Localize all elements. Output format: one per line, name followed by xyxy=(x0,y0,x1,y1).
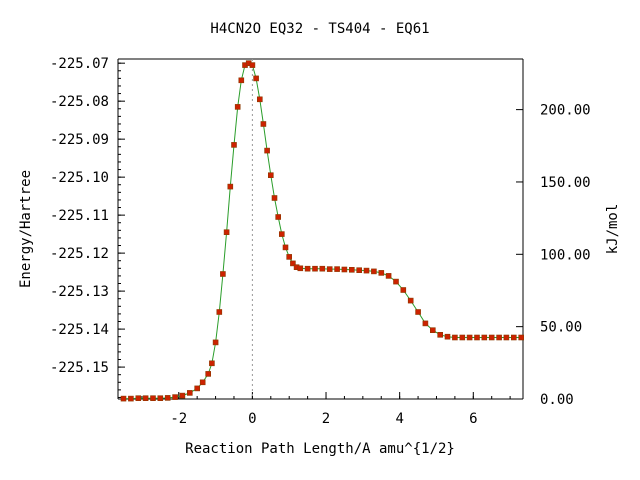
data-point-marker xyxy=(400,287,407,293)
data-point-marker xyxy=(179,392,186,399)
data-point-marker xyxy=(510,334,517,341)
data-point-marker xyxy=(267,172,274,178)
y-left-tick-label: -225.10 xyxy=(50,170,109,186)
data-point-marker xyxy=(481,334,488,341)
data-point-marker xyxy=(278,231,285,237)
data-point-marker xyxy=(422,320,429,327)
data-point-marker xyxy=(297,265,304,272)
data-point-marker xyxy=(253,75,259,82)
data-point-marker xyxy=(378,270,385,276)
data-point-marker xyxy=(212,339,219,346)
data-point-marker xyxy=(142,395,149,402)
data-point-marker xyxy=(209,360,215,367)
data-point-marker xyxy=(407,297,414,304)
y-right-tick-label: 50.00 xyxy=(540,320,582,336)
data-point-marker xyxy=(459,334,466,341)
data-point-marker xyxy=(128,395,134,402)
y-left-tick-label: -225.08 xyxy=(50,94,109,110)
y-right-tick-label: 200.00 xyxy=(540,103,591,119)
data-point-marker xyxy=(312,265,318,272)
data-point-marker xyxy=(371,268,377,275)
y-left-tick-label: -225.13 xyxy=(50,284,109,300)
data-point-marker xyxy=(415,309,421,315)
y-left-tick-label: -225.14 xyxy=(50,322,109,338)
data-point-marker xyxy=(256,96,263,103)
data-point-marker xyxy=(503,334,510,341)
data-point-marker xyxy=(356,267,363,274)
y-right-tick-label: 150.00 xyxy=(540,175,591,191)
y-left-tick-label: -225.12 xyxy=(50,246,109,262)
data-point-marker xyxy=(234,104,241,110)
x-tick-label: -2 xyxy=(170,411,187,427)
y-axis-label-left: Energy/Hartree xyxy=(18,170,34,288)
y-left-tick-label: -225.07 xyxy=(50,56,109,72)
data-point-marker xyxy=(286,254,293,260)
data-point-marker xyxy=(120,395,127,402)
data-point-marker xyxy=(282,244,289,251)
data-point-marker xyxy=(496,334,502,341)
y-left-tick-label: -225.15 xyxy=(50,360,109,376)
data-point-marker xyxy=(157,395,164,402)
data-point-marker xyxy=(385,273,392,279)
data-point-marker xyxy=(429,327,436,334)
data-point-marker xyxy=(341,266,348,273)
data-point-marker xyxy=(194,385,200,392)
data-point-marker xyxy=(223,229,230,235)
chart-title: H4CN2O EQ32 - TS404 - EQ61 xyxy=(210,21,429,37)
data-point-marker xyxy=(290,260,296,267)
data-point-marker xyxy=(326,266,333,272)
x-tick-label: 6 xyxy=(469,411,477,427)
data-point-marker xyxy=(437,331,444,338)
data-point-marker xyxy=(172,394,178,400)
x-tick-label: 0 xyxy=(248,411,256,427)
data-point-marker xyxy=(271,195,278,201)
data-point-marker xyxy=(135,395,142,402)
data-point-marker xyxy=(334,266,340,272)
data-point-marker xyxy=(363,267,370,274)
data-point-marker xyxy=(220,271,226,277)
data-point-marker xyxy=(304,265,311,272)
data-point-marker xyxy=(348,266,355,273)
data-point-marker xyxy=(260,121,267,127)
data-point-marker xyxy=(238,77,245,84)
data-point-marker xyxy=(231,142,237,148)
data-point-marker xyxy=(227,183,234,190)
data-point-marker xyxy=(319,265,326,272)
data-point-marker xyxy=(444,333,451,340)
y-left-tick-label: -225.09 xyxy=(50,132,109,148)
x-axis-label: Reaction Path Length/A amu^{1/2} xyxy=(185,441,455,457)
y-right-tick-label: 0.00 xyxy=(540,392,574,408)
data-point-marker xyxy=(216,309,223,315)
x-tick-label: 2 xyxy=(322,411,330,427)
data-point-marker xyxy=(518,334,525,341)
data-point-marker xyxy=(164,395,171,401)
data-point-marker xyxy=(466,334,473,341)
data-point-marker xyxy=(474,334,480,341)
data-point-marker xyxy=(275,214,282,220)
data-point-marker xyxy=(488,334,495,341)
data-point-marker xyxy=(249,62,256,68)
data-point-marker xyxy=(199,379,206,386)
y-left-tick-label: -225.11 xyxy=(50,208,109,224)
data-point-marker xyxy=(264,147,270,154)
data-point-marker xyxy=(187,390,193,396)
y-right-tick-label: 100.00 xyxy=(540,247,591,263)
y-axis-label-right: kJ/mol xyxy=(605,204,621,255)
data-point-marker xyxy=(452,334,458,341)
data-point-marker xyxy=(150,395,156,402)
energy-curve-line xyxy=(123,62,522,400)
x-tick-label: 4 xyxy=(395,411,403,427)
data-point-marker xyxy=(205,371,211,377)
data-point-marker xyxy=(393,278,399,285)
